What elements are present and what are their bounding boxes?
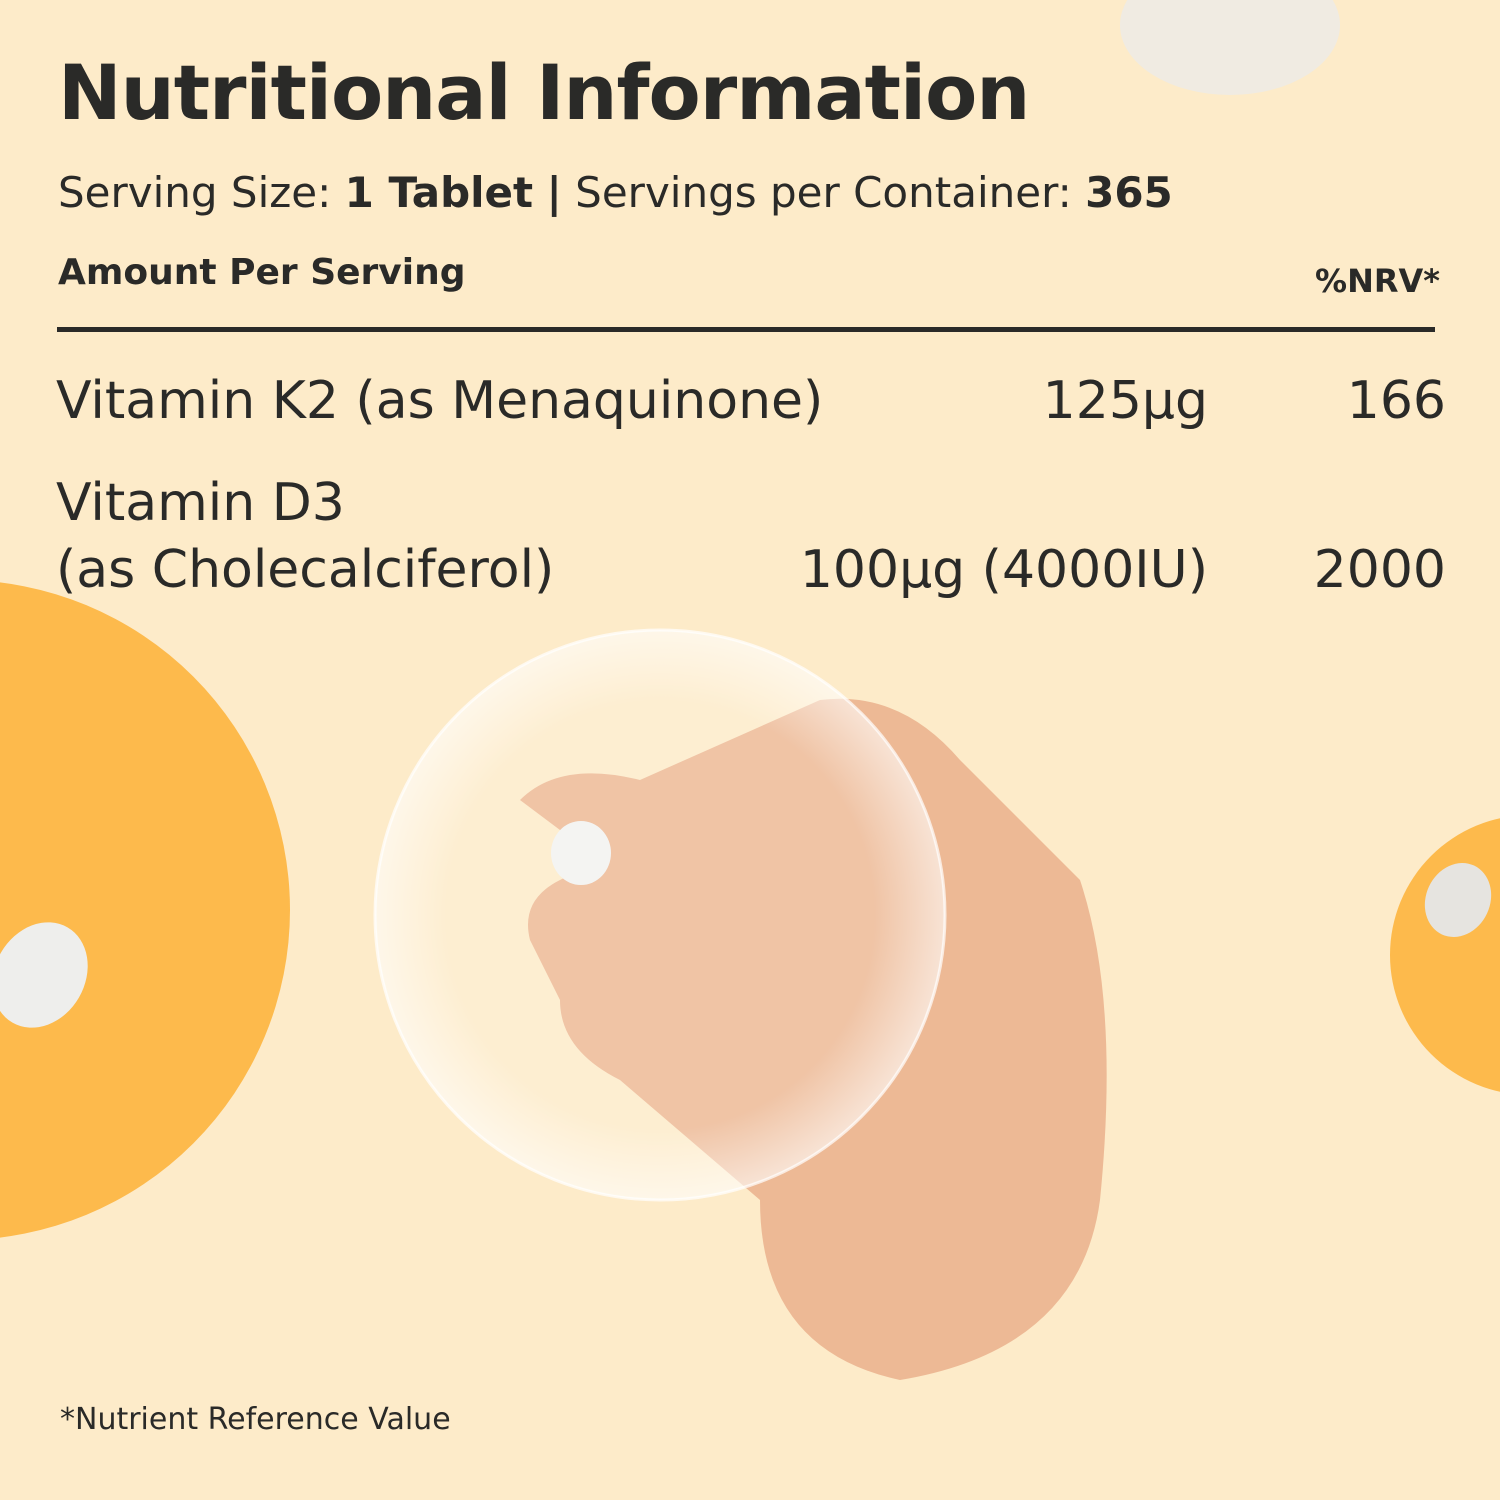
orange-circle — [0, 582, 290, 1238]
nutrient-nrv: 166 — [1346, 371, 1446, 431]
servings-value: 365 — [1085, 168, 1173, 217]
orange-circle — [1390, 818, 1500, 1092]
title: Nutritional Information — [58, 48, 1030, 137]
nutrient-name: Vitamin K2 (as Menaquinone) — [56, 371, 824, 431]
column-header: Amount Per Serving — [58, 252, 466, 293]
serving-size-label: Serving Size: — [58, 168, 332, 217]
divider — [57, 327, 1435, 332]
nutrient-amount: 125µg — [1042, 371, 1208, 431]
bubble — [373, 628, 947, 1202]
nutrient-name: Vitamin D3 — [56, 473, 345, 533]
tablet — [1424, 863, 1492, 937]
column-header: %NRV* — [1315, 262, 1440, 300]
serving-size-value: 1 Tablet — [344, 168, 534, 217]
tablet — [0, 922, 88, 1028]
footnote: *Nutrient Reference Value — [60, 1402, 451, 1437]
nutrient-nrv: 2000 — [1313, 540, 1446, 600]
tablet — [551, 821, 611, 885]
servings-label: Servings per Container: — [575, 168, 1072, 217]
serving-info: Serving Size: 1 Tablet | Servings per Co… — [58, 168, 1173, 217]
tablet — [1120, 0, 1340, 95]
nutrient-name: (as Cholecalciferol) — [56, 540, 555, 600]
separator: | — [546, 168, 562, 217]
nutrient-amount: 100µg (4000IU) — [799, 540, 1208, 600]
